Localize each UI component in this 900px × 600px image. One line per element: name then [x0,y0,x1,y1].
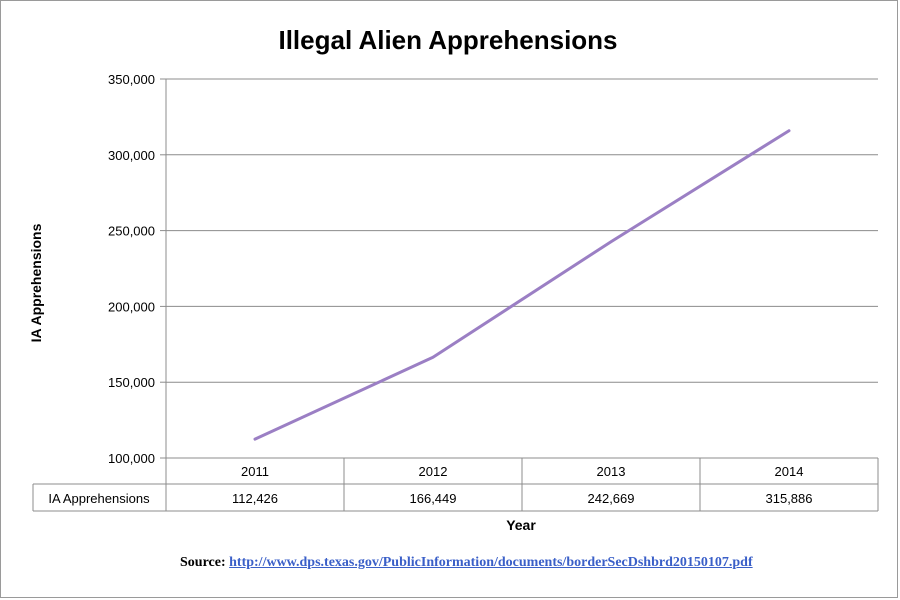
x-category-label: 2012 [419,464,448,479]
table-series-name: IA Apprehensions [48,491,150,506]
source-note: Source: http://www.dps.texas.gov/PublicI… [180,555,753,571]
y-tick-label: 250,000 [108,224,155,239]
data-table: 2011 2012 2013 2014 IA Apprehensions 112,426 1… [32,457,879,512]
plot-area [253,129,791,441]
table-value-cell: 166,449 [410,491,457,506]
y-axis-ticks: 100,000 150,000 200,000 250,000 300,000 350,0… [108,72,167,466]
source-label: Source: [180,555,226,570]
x-axis-title: Year [506,517,536,533]
y-tick-label: 350,000 [108,72,155,87]
series-line [253,129,791,441]
table-value-cell: 315,886 [766,491,813,506]
table-value-cell: 112,426 [232,491,278,506]
gridlines [166,78,878,383]
y-axis-title: IA Apprehensions [28,223,44,342]
chart-title: Illegal Alien Apprehensions [278,25,617,55]
x-category-label: 2014 [775,464,804,479]
y-tick-label: 150,000 [108,375,155,390]
x-category-label: 2013 [597,464,626,479]
y-tick-label: 300,000 [108,148,155,163]
y-tick-label: 200,000 [108,299,155,314]
y-tick-label: 100,000 [108,451,155,466]
table-value-cell: 242,669 [588,491,635,506]
x-category-label: 2011 [241,464,269,479]
source-link[interactable]: http://www.dps.texas.gov/PublicInformati… [229,555,753,570]
